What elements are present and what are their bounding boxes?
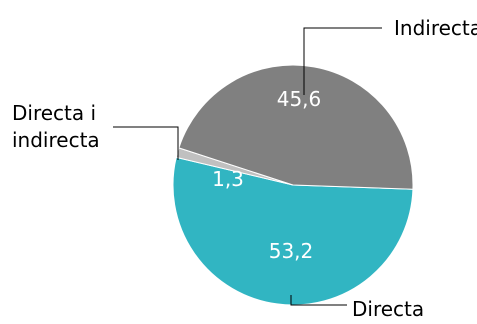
pie-slices bbox=[172, 64, 414, 306]
callout-line-indirecta bbox=[303, 27, 382, 95]
label-indirecta: Indirecta bbox=[394, 16, 477, 40]
value-label-directa-i-indirecta: 1,3 bbox=[212, 167, 244, 191]
value-label-directa: 53,2 bbox=[269, 239, 314, 263]
label-directa-i-indirecta-line2: indirecta bbox=[12, 128, 100, 152]
callout-line-directa-i-indirecta bbox=[113, 126, 179, 160]
pie-slice-directa bbox=[172, 156, 414, 306]
label-directa-i-indirecta-line1: Directa i bbox=[12, 101, 96, 125]
label-directa: Directa bbox=[352, 297, 424, 320]
pie-slice-indirecta bbox=[178, 64, 414, 190]
pie-value-labels: 53,2 1,3 45,6 bbox=[212, 87, 321, 263]
callout-line-directa bbox=[290, 295, 347, 306]
value-label-indirecta: 45,6 bbox=[277, 87, 322, 111]
callout-lines bbox=[113, 27, 382, 306]
